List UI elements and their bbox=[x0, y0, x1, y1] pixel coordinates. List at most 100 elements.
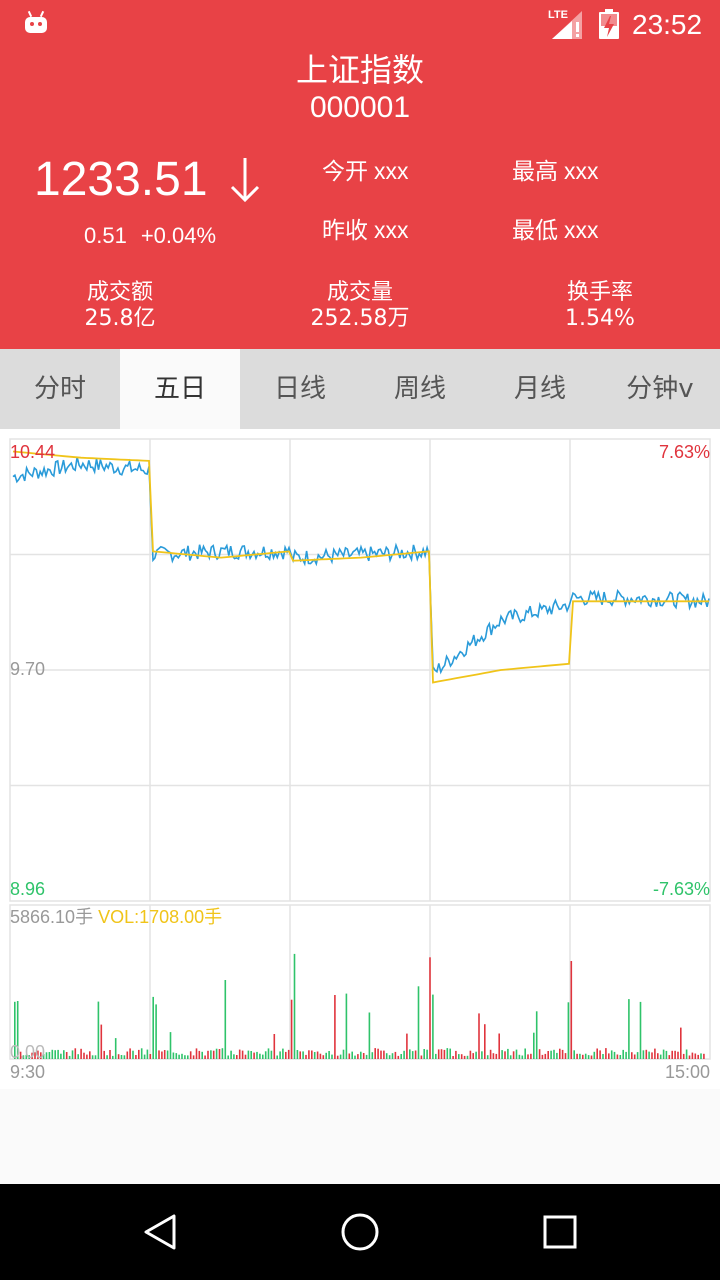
volume-legend: 5866.10手 VOL:1708.00手 bbox=[10, 906, 222, 928]
volume-bar bbox=[484, 1024, 486, 1059]
volume-bar bbox=[677, 1051, 679, 1059]
volume-bar bbox=[391, 1053, 394, 1059]
volume-bar bbox=[371, 1052, 374, 1059]
volume-bar bbox=[694, 1053, 697, 1059]
five-day-chart[interactable]: 10.44 9.70 8.96 7.63% -7.63% 5866.10手 VO… bbox=[0, 429, 720, 1089]
volume-bar bbox=[657, 1053, 659, 1059]
volume-bar bbox=[267, 1048, 270, 1059]
time-start-label: 9:30 bbox=[10, 1062, 46, 1082]
volume-bar bbox=[296, 1050, 299, 1059]
volume-bar bbox=[68, 1055, 71, 1059]
stat-turnover-rate-label: 换手率 bbox=[566, 280, 633, 305]
volume-bar bbox=[374, 1048, 376, 1059]
volume-bar bbox=[599, 1050, 601, 1059]
volume-bar bbox=[481, 1051, 483, 1059]
stock-header: 上证指数 000001 1233.51 0.51 +0.04% 今开 xxx 最高 x… bbox=[0, 48, 720, 349]
volume-bar bbox=[146, 1049, 149, 1059]
volume-bar bbox=[14, 1001, 16, 1059]
volume-bar bbox=[449, 1048, 451, 1059]
volume-bar bbox=[475, 1051, 477, 1059]
volume-bar bbox=[218, 1049, 221, 1059]
volume-bar bbox=[143, 1054, 146, 1059]
volume-bar bbox=[259, 1053, 261, 1059]
tab-monthly[interactable]: 月线 bbox=[513, 374, 566, 404]
tab-intraday[interactable]: 分时 bbox=[33, 374, 86, 404]
volume-bar bbox=[564, 1053, 567, 1059]
volume-bar bbox=[432, 994, 434, 1059]
status-time: 23:52 bbox=[632, 9, 703, 40]
tab-daily[interactable]: 日线 bbox=[273, 374, 326, 404]
volume-bar bbox=[155, 1004, 157, 1059]
volume-bar bbox=[700, 1053, 702, 1059]
stat-volume-value: 252.58万 bbox=[310, 306, 410, 331]
volume-bar bbox=[334, 995, 336, 1059]
volume-bar bbox=[112, 1055, 114, 1059]
volume-bar bbox=[57, 1049, 59, 1059]
volume-bar bbox=[426, 1049, 428, 1059]
volume-bar bbox=[322, 1055, 325, 1059]
home-icon[interactable] bbox=[336, 1208, 384, 1256]
volume-bar bbox=[31, 1052, 33, 1059]
stat-open-value: xxx bbox=[374, 158, 409, 184]
volume-bar bbox=[169, 1032, 172, 1059]
volume-bar bbox=[25, 1054, 28, 1059]
stock-name: 上证指数 bbox=[295, 51, 424, 89]
stat-volume-label: 成交量 bbox=[326, 280, 393, 305]
volume-bar bbox=[547, 1051, 549, 1059]
tab-weekly[interactable]: 周线 bbox=[393, 374, 446, 404]
y-axis-min: 8.96 bbox=[10, 879, 46, 899]
volume-bar bbox=[290, 999, 293, 1059]
volume-bar bbox=[152, 996, 154, 1059]
volume-bar bbox=[129, 1048, 131, 1059]
volume-bar bbox=[16, 1001, 19, 1059]
volume-bar bbox=[210, 1050, 212, 1059]
recents-icon[interactable] bbox=[536, 1208, 584, 1256]
volume-max-label: 5866.10手 bbox=[10, 907, 94, 927]
volume-bar bbox=[590, 1055, 593, 1059]
volume-bar bbox=[411, 1051, 414, 1059]
volume-bar bbox=[109, 1050, 111, 1059]
volume-bar bbox=[518, 1054, 521, 1059]
volume-bar bbox=[74, 1048, 77, 1059]
volume-bar bbox=[181, 1053, 183, 1059]
volume-bar bbox=[114, 1038, 117, 1059]
volume-bar bbox=[573, 1050, 575, 1059]
volume-bar bbox=[665, 1050, 668, 1059]
volume-bar bbox=[561, 1049, 564, 1059]
volume-bar bbox=[504, 1051, 506, 1059]
volume-bar bbox=[507, 1048, 509, 1059]
volume-bar bbox=[682, 1053, 685, 1059]
price-change: 0.51 +0.04% bbox=[84, 222, 230, 250]
volume-bar bbox=[28, 1055, 30, 1059]
volume-bar bbox=[619, 1055, 622, 1059]
volume-bar bbox=[602, 1054, 604, 1059]
stat-low-label: 最低 bbox=[512, 218, 558, 244]
volume-bar bbox=[158, 1050, 160, 1059]
tab-minute[interactable]: 分钟v bbox=[626, 374, 694, 404]
volume-bar bbox=[400, 1054, 402, 1059]
back-icon[interactable] bbox=[136, 1208, 184, 1256]
volume-bar bbox=[83, 1052, 85, 1059]
volume-bar bbox=[406, 1033, 408, 1059]
volume-bar bbox=[236, 1055, 238, 1059]
volume-bar bbox=[224, 980, 227, 1059]
volume-bar bbox=[230, 1050, 232, 1059]
stat-low-value: xxx bbox=[564, 217, 599, 243]
volume-bar bbox=[313, 1052, 316, 1059]
volume-bar bbox=[559, 1048, 561, 1059]
tab-five-day[interactable]: 五日 bbox=[120, 349, 240, 429]
volume-bar bbox=[365, 1054, 368, 1059]
system-nav-bar bbox=[0, 1184, 720, 1280]
volume-bar bbox=[348, 1053, 351, 1059]
volume-bar bbox=[668, 1055, 671, 1059]
volume-bar bbox=[512, 1051, 515, 1059]
volume-bar bbox=[184, 1055, 186, 1059]
volume-bar bbox=[360, 1051, 362, 1059]
volume-bar bbox=[357, 1054, 359, 1059]
volume-bar bbox=[166, 1050, 169, 1059]
volume-zero-label: 0.00 bbox=[10, 1042, 46, 1062]
volume-bar bbox=[610, 1050, 613, 1059]
volume-bar bbox=[420, 1055, 423, 1059]
volume-bar bbox=[123, 1055, 126, 1059]
change-percent: +0.04% bbox=[140, 223, 217, 248]
